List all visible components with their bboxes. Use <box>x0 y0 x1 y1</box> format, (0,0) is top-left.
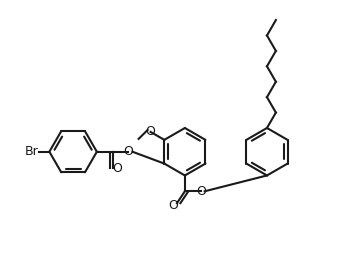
Text: O: O <box>146 125 155 138</box>
Text: O: O <box>168 199 178 212</box>
Text: O: O <box>113 162 122 175</box>
Text: O: O <box>196 185 206 198</box>
Text: O: O <box>124 145 134 158</box>
Text: Br: Br <box>25 145 39 158</box>
